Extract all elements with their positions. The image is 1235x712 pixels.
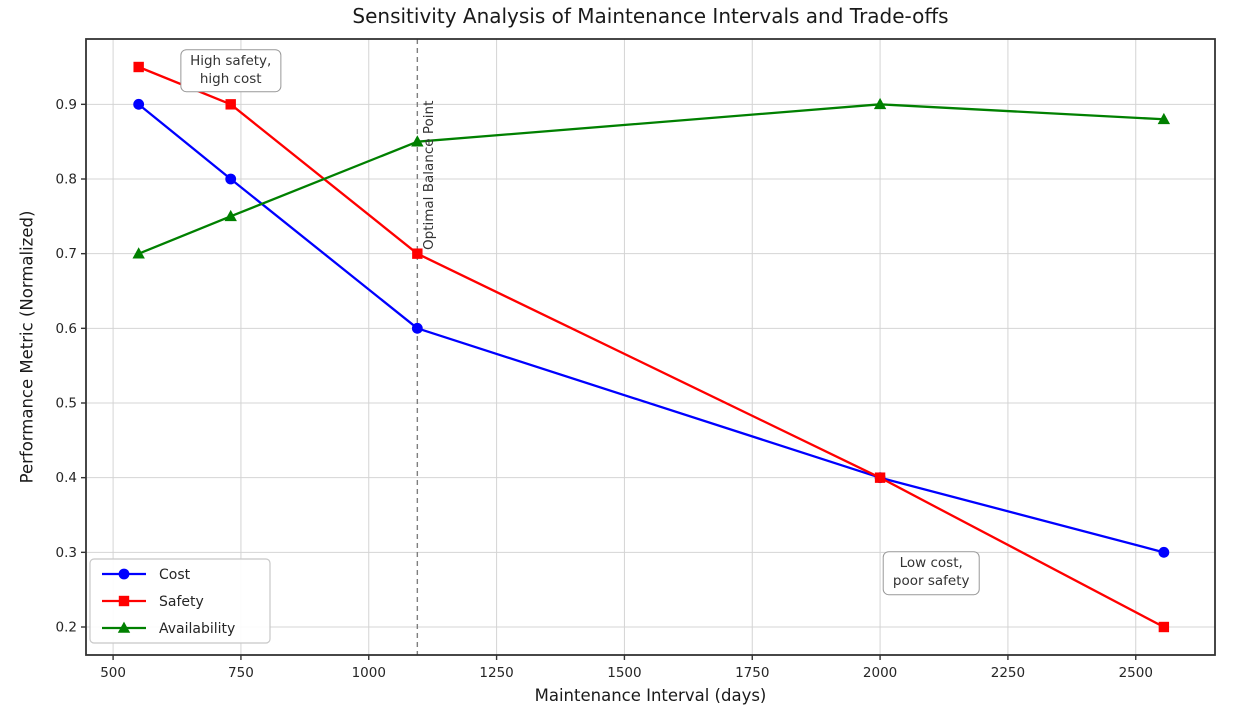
marker-circle — [118, 568, 130, 580]
marker-triangle — [873, 97, 887, 110]
legend-item-safety: Safety — [102, 594, 204, 610]
series-availability — [132, 97, 1171, 259]
x-tick-label: 500 — [100, 665, 126, 681]
marker-square — [225, 99, 236, 110]
marker-triangle — [132, 247, 145, 259]
annotation-0: High safety, high cost — [180, 48, 282, 93]
marker-circle — [411, 322, 423, 334]
marker-square — [1158, 621, 1170, 633]
y-tick-label: 0.8 — [56, 172, 77, 188]
legend-label: Cost — [159, 567, 191, 583]
y-axis-label: Performance Metric (Normalized) — [17, 210, 37, 484]
legend-item-availability: Availability — [102, 621, 235, 637]
chart-title: Sensitivity Analysis of Maintenance Inte… — [352, 4, 949, 28]
marker-square — [118, 595, 130, 607]
x-tick-label: 2000 — [863, 665, 897, 681]
marker-circle — [225, 173, 237, 185]
marker-square — [874, 472, 886, 483]
marker-triangle — [224, 209, 237, 222]
legend: Cost Safety Availability — [89, 558, 271, 644]
marker-square — [412, 248, 423, 259]
x-axis-label: Maintenance Interval (days) — [534, 686, 767, 705]
x-tick-label: 750 — [228, 665, 254, 681]
legend-label: Safety — [159, 594, 204, 610]
marker-circle — [1158, 546, 1170, 558]
marker-square — [133, 61, 144, 73]
y-tick-label: 0.7 — [56, 246, 77, 262]
y-tick-label: 0.2 — [56, 620, 77, 636]
marker-triangle — [117, 621, 131, 633]
legend-item-cost: Cost — [102, 567, 191, 583]
marker-triangle — [1157, 112, 1171, 125]
axis-ticks-layer: 500 750 1000 1250 1500 1750 2000 2250 2500 0.2 0.3… — [56, 97, 1153, 681]
series-cost — [133, 98, 1170, 558]
annotation-1: Low cost, poor safety — [882, 551, 980, 596]
x-tick-label: 2250 — [991, 665, 1025, 681]
x-tick-label: 1250 — [479, 665, 513, 681]
legend-label: Availability — [159, 621, 235, 637]
grid-layer — [86, 39, 1215, 655]
x-tick-label: 1000 — [352, 665, 386, 681]
x-tick-label: 2500 — [1119, 665, 1153, 681]
legend-box — [89, 558, 271, 644]
plot-border — [85, 38, 1216, 656]
y-tick-label: 0.6 — [56, 321, 77, 337]
y-tick-label: 0.9 — [56, 97, 77, 113]
y-tick-label: 0.3 — [56, 545, 77, 561]
marker-circle — [133, 98, 145, 110]
vline-label: Optimal Balance Point — [421, 100, 438, 250]
x-tick-label: 1750 — [735, 665, 769, 681]
y-tick-label: 0.4 — [56, 470, 77, 486]
marker-triangle — [411, 135, 424, 147]
x-tick-label: 1500 — [607, 665, 641, 681]
y-tick-label: 0.5 — [56, 396, 77, 412]
